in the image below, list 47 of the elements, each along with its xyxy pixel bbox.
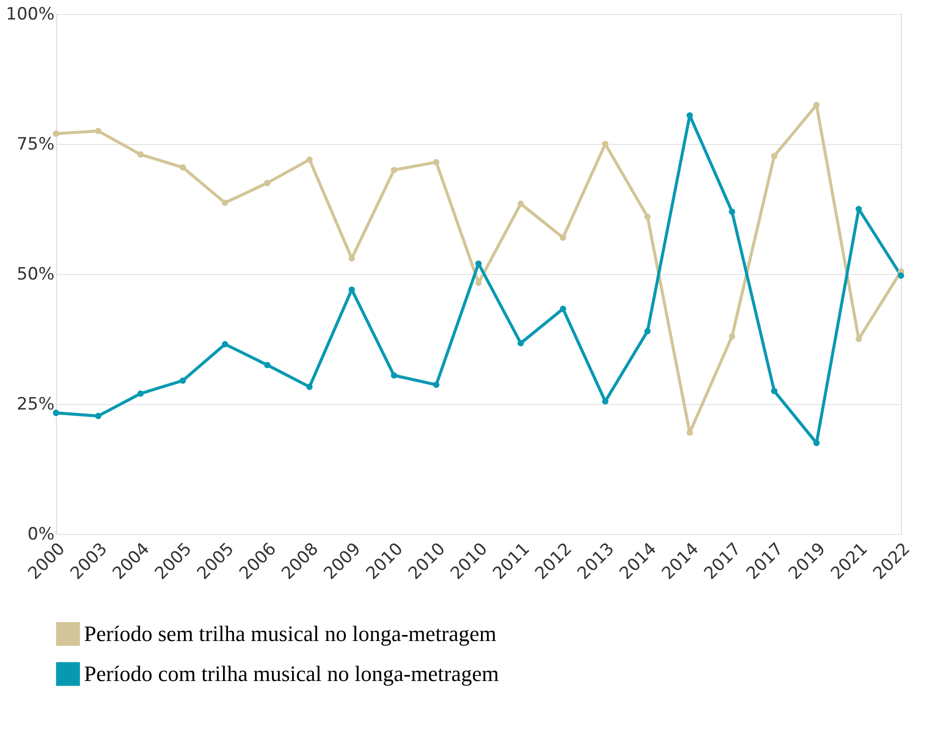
point (644, 328, 651, 334)
point (518, 340, 524, 346)
point (475, 260, 482, 267)
point (728, 333, 736, 340)
point (433, 159, 440, 166)
y-tick-label: 100% (6, 4, 54, 24)
point (306, 156, 313, 163)
point (52, 410, 60, 416)
point (137, 390, 144, 397)
point (433, 382, 440, 388)
point (180, 377, 186, 384)
y-tick-label: 0% (28, 524, 54, 544)
point (222, 341, 228, 348)
y-tick-label: 50% (16, 264, 54, 284)
point (771, 388, 778, 394)
point (686, 112, 693, 119)
point (222, 200, 228, 206)
point (856, 336, 862, 342)
legend-label: Período com trilha musical no longa-metragem (84, 661, 499, 686)
point (560, 306, 566, 312)
point (137, 151, 144, 158)
point (52, 130, 60, 137)
point (856, 206, 862, 212)
point (728, 208, 736, 215)
point (644, 214, 651, 220)
point (602, 398, 608, 405)
point (95, 412, 102, 420)
point (306, 384, 313, 390)
point (390, 372, 398, 379)
point (95, 128, 102, 134)
point (264, 180, 270, 186)
legend-label: Período sem trilha musical no longa-metragem (84, 621, 496, 646)
y-tick-label: 25% (16, 394, 54, 414)
point (686, 429, 693, 436)
point (898, 272, 904, 279)
point (348, 286, 355, 293)
point (518, 200, 524, 207)
point (348, 255, 355, 262)
point (390, 166, 398, 174)
point (180, 164, 186, 171)
y-tick-label: 75% (16, 134, 54, 154)
point (813, 440, 820, 446)
point (560, 234, 566, 241)
point (264, 362, 270, 368)
point (813, 102, 820, 108)
point (475, 280, 482, 286)
point (771, 152, 778, 160)
